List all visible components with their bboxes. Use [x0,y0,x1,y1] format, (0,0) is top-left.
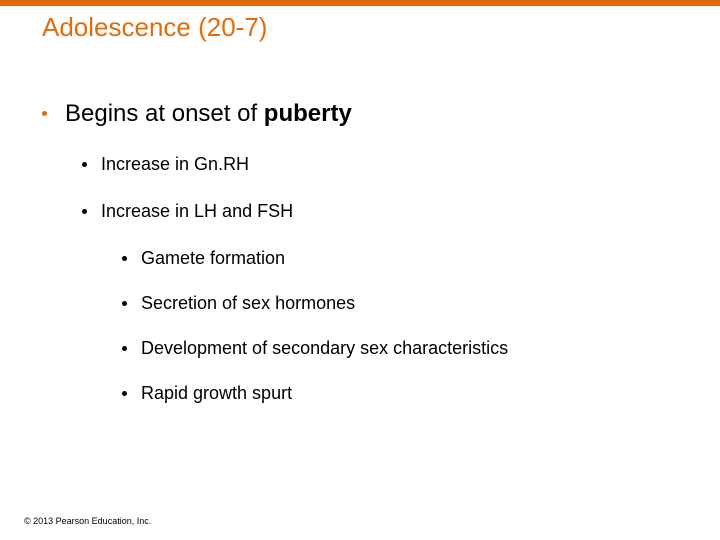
bullet-text-l3: Development of secondary sex characteris… [141,338,508,359]
slide: Adolescence (20-7) Begins at onset of pu… [0,0,720,540]
bullet-level3: Development of secondary sex characteris… [122,338,682,359]
bullet-level2: Increase in Gn.RH [82,154,682,175]
bullet-text-l1: Begins at onset of puberty [65,100,352,128]
copyright: © 2013 Pearson Education, Inc. [24,516,151,526]
bullet-dot-l3 [122,301,127,306]
bullet-dot-l3 [122,346,127,351]
bullet-dot-l3 [122,256,127,261]
bullet-level3: Secretion of sex hormones [122,293,682,314]
bullet-dot-l3 [122,391,127,396]
l1-prefix: Begins at onset of [65,100,264,127]
bullet-level2: Increase in LH and FSH [82,201,682,222]
level3-group: Gamete formation Secretion of sex hormon… [122,248,682,404]
l1-bold: puberty [264,100,352,127]
bullet-level3: Gamete formation [122,248,682,269]
bullet-text-l2: Increase in LH and FSH [101,201,293,222]
bullet-text-l3: Gamete formation [141,248,285,269]
bullet-dot-l2 [82,209,87,214]
bullet-text-l3: Secretion of sex hormones [141,293,355,314]
level2-group: Increase in Gn.RH Increase in LH and FSH… [82,154,682,404]
bullet-text-l2: Increase in Gn.RH [101,154,249,175]
slide-content: Begins at onset of puberty Increase in G… [42,100,682,428]
bullet-text-l3: Rapid growth spurt [141,383,292,404]
slide-title: Adolescence (20-7) [42,12,267,43]
bullet-level1: Begins at onset of puberty [42,100,682,128]
bullet-dot-l1 [42,111,47,116]
accent-bar [0,0,720,6]
bullet-level3: Rapid growth spurt [122,383,682,404]
bullet-dot-l2 [82,162,87,167]
